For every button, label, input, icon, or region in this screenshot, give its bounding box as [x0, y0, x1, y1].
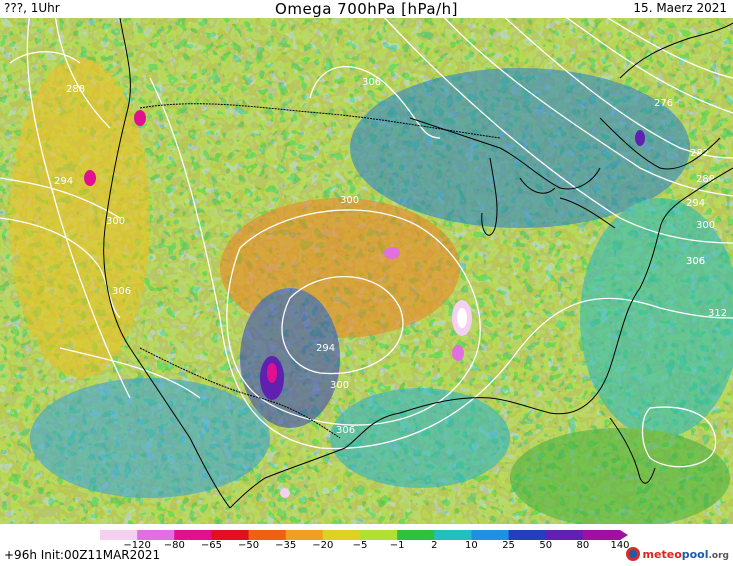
colorbar-segment	[322, 530, 361, 540]
colorbar-segment	[100, 530, 138, 540]
contour-label: 294	[686, 198, 705, 209]
colorbar-segment	[582, 530, 621, 540]
colorbar-segment	[397, 530, 435, 540]
contour-label: 312	[708, 308, 727, 319]
date-label: 15. Maerz 2021	[633, 1, 727, 15]
colorbar-tick-label: −120	[123, 540, 151, 551]
meteopool-logo[interactable]: meteopool.org	[625, 546, 729, 562]
contour-label: 288	[696, 174, 715, 185]
contour-label: 294	[54, 176, 73, 187]
colorbar-segment	[360, 530, 398, 540]
map-title: Omega 700hPa [hPa/h]	[275, 0, 458, 18]
contour-label: 300	[696, 220, 715, 231]
colorbar-segment	[545, 530, 584, 540]
valid-time-label: ???, 1Uhr	[4, 1, 60, 15]
init-time-label: +96h Init:00Z11MAR2021	[4, 548, 161, 562]
contour-label: 306	[362, 77, 381, 88]
contour-label: 306	[112, 286, 131, 297]
contour-label: 294	[316, 343, 335, 354]
colorbar-tick-label: −80	[163, 540, 185, 551]
contour-label: 300	[106, 216, 125, 227]
colorbar-tick-label: −20	[312, 540, 334, 551]
intense-spots	[84, 110, 645, 498]
colorbar	[100, 530, 628, 540]
colorbar-segment	[285, 530, 324, 540]
contour-label: 306	[686, 256, 705, 267]
colorbar-tick-label: 10	[465, 540, 478, 551]
contour-label: 306	[336, 425, 355, 436]
meteopool-logo-icon	[625, 547, 640, 561]
colorbar-segment	[248, 530, 287, 540]
colorbar-tick-label: −65	[200, 540, 222, 551]
footer: −120 −80 −65 −50 −35 −20 −5 −1 2 10 25 50 80 140 +96h…	[0, 524, 733, 566]
contour-label: 300	[330, 380, 349, 391]
contour-labels: 288 294 300 306 306 300 294 300 306 306 …	[54, 77, 727, 436]
colorbar-tick-label: 2	[431, 540, 438, 551]
colorbar-tick-label: 50	[539, 540, 553, 551]
colorbar-tick-label: −5	[352, 540, 368, 551]
colorbar-tick-label: −1	[389, 540, 405, 551]
colorbar-tick-label: −35	[275, 540, 297, 551]
contour-label: 282	[690, 148, 709, 159]
contour-label: 300	[340, 195, 359, 206]
map-canvas: 288 294 300 306 306 300 294 300 306 306 …	[0, 18, 733, 524]
contour-label: 306	[686, 256, 705, 267]
colorbar-segment	[434, 530, 472, 540]
field-regions	[10, 58, 733, 524]
colorbar-segment	[471, 530, 510, 540]
colorbar-segment	[508, 530, 547, 540]
colorbar-tick-label: −50	[238, 540, 260, 551]
colorbar-segment	[137, 530, 175, 540]
colorbar-segment	[211, 530, 250, 540]
logo-text: meteopool.org	[642, 547, 729, 561]
colorbar-arrow	[620, 530, 628, 540]
contour-label: 276	[654, 98, 673, 109]
contour-label: 288	[66, 84, 85, 95]
colorbar-tick-label: 80	[576, 540, 590, 551]
colorbar-tick-label: 140	[610, 540, 630, 551]
geopotential-contours	[0, 18, 733, 468]
coastlines	[103, 18, 733, 509]
colorbar-segment	[174, 530, 212, 540]
header-bar: ???, 1Uhr Omega 700hPa [hPa/h] 15. Maerz…	[0, 0, 733, 18]
omega-map: 288 294 300 306 306 300 294 300 306 306 …	[0, 18, 733, 524]
colorbar-tick-label: 25	[502, 540, 515, 551]
